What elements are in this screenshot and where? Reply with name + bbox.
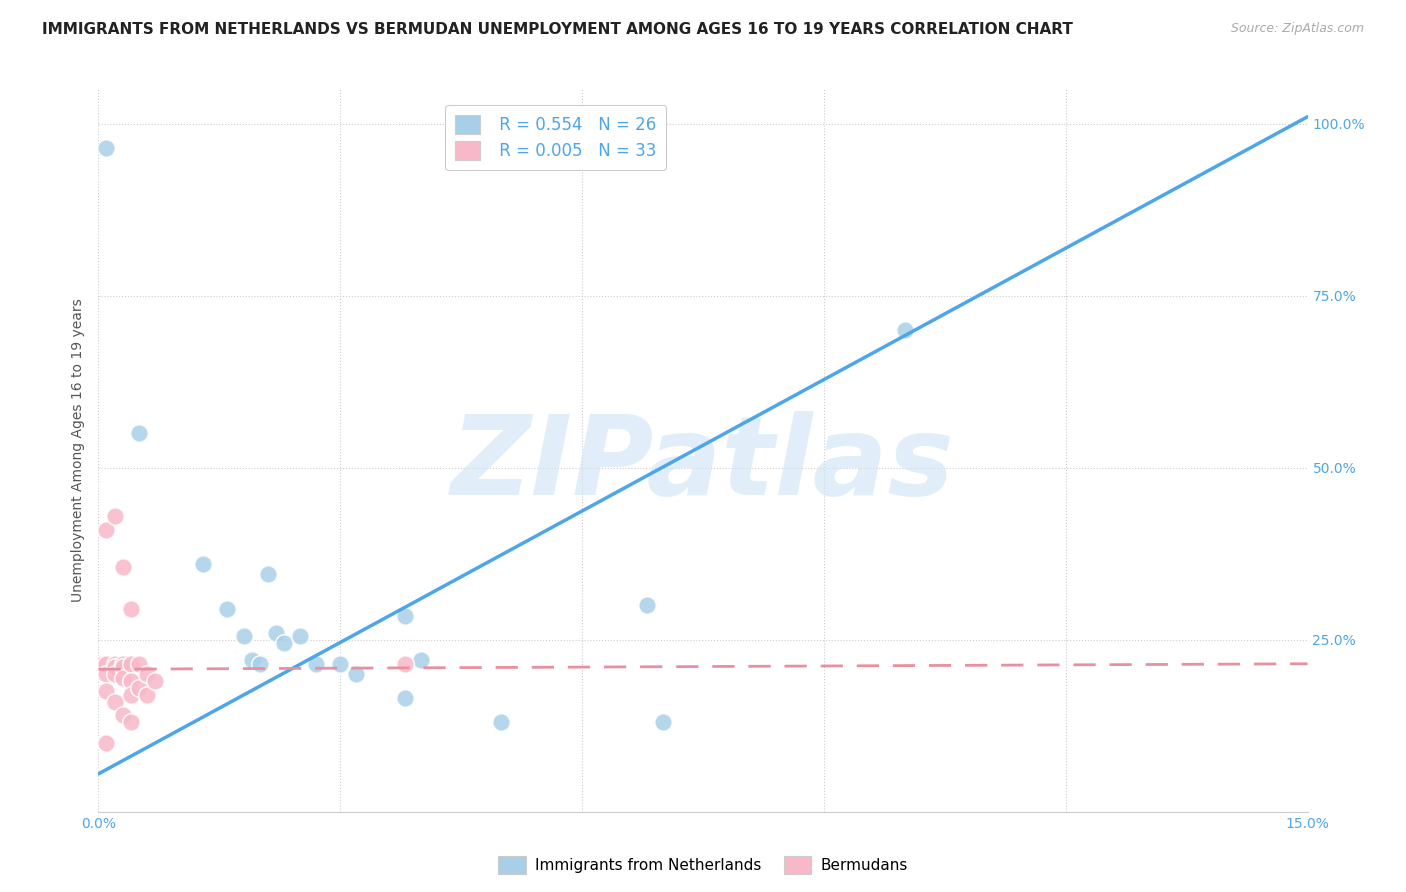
Point (120, 715, 142, 730)
Point (96, 657, 118, 671)
Point (120, 657, 142, 671)
Text: Source: ZipAtlas.com: Source: ZipAtlas.com (1230, 22, 1364, 36)
Point (273, 636, 295, 650)
Point (96, 736, 118, 750)
Point (120, 673, 142, 688)
Point (394, 608, 416, 623)
Point (651, 715, 673, 730)
Point (103, 667, 125, 681)
Point (232, 629, 254, 643)
Point (111, 671, 134, 685)
Point (217, 601, 239, 615)
Legend:  R = 0.554   N = 26,  R = 0.005   N = 33: R = 0.554 N = 26, R = 0.005 N = 33 (446, 104, 666, 169)
Point (96, 667, 118, 681)
Point (264, 625, 287, 640)
Text: IMMIGRANTS FROM NETHERLANDS VS BERMUDAN UNEMPLOYMENT AMONG AGES 16 TO 19 YEARS C: IMMIGRANTS FROM NETHERLANDS VS BERMUDAN … (42, 22, 1073, 37)
Point (111, 708, 134, 723)
Point (305, 657, 328, 671)
Point (128, 426, 150, 441)
Point (128, 681, 150, 695)
Point (91, 657, 114, 671)
Point (491, 715, 513, 730)
Point (193, 557, 215, 571)
Point (103, 508, 125, 523)
Y-axis label: Unemployment Among Ages 16 to 19 years: Unemployment Among Ages 16 to 19 years (70, 299, 84, 602)
Point (256, 567, 278, 582)
Point (120, 688, 142, 702)
Point (636, 599, 658, 613)
Point (96, 141, 118, 155)
Point (120, 601, 142, 615)
Point (893, 323, 915, 337)
Point (111, 657, 134, 671)
Point (329, 657, 352, 671)
Point (103, 657, 125, 671)
Point (96, 684, 118, 698)
Point (409, 653, 432, 667)
Point (135, 667, 157, 681)
Point (128, 657, 150, 671)
Text: ZIPatlas: ZIPatlas (451, 411, 955, 518)
Point (394, 657, 416, 671)
Point (103, 660, 125, 674)
Point (111, 560, 134, 574)
Point (394, 691, 416, 706)
Point (240, 653, 263, 667)
Point (135, 688, 157, 702)
Point (344, 667, 367, 681)
Point (103, 695, 125, 709)
Legend: Immigrants from Netherlands, Bermudans: Immigrants from Netherlands, Bermudans (492, 850, 914, 880)
Point (288, 629, 311, 643)
Point (143, 673, 166, 688)
Point (111, 660, 134, 674)
Point (249, 657, 271, 671)
Point (96, 523, 118, 537)
